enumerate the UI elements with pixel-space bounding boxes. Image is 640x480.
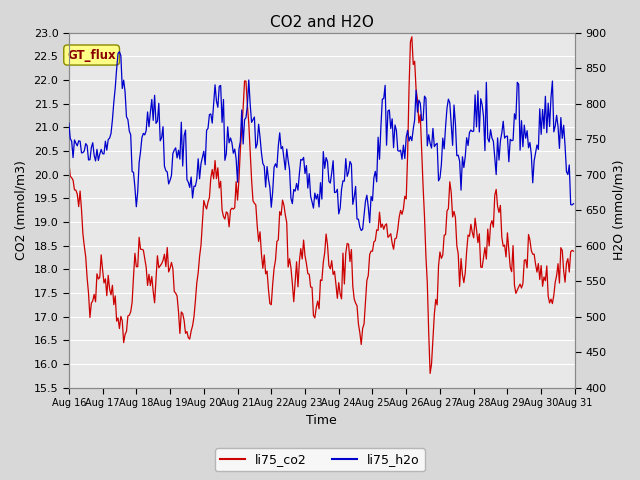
Legend: li75_co2, li75_h2o: li75_co2, li75_h2o xyxy=(215,448,425,471)
X-axis label: Time: Time xyxy=(307,414,337,427)
Y-axis label: H2O (mmol/m3): H2O (mmol/m3) xyxy=(612,160,625,260)
Y-axis label: CO2 (mmol/m3): CO2 (mmol/m3) xyxy=(15,160,28,260)
Text: GT_flux: GT_flux xyxy=(67,48,116,61)
Title: CO2 and H2O: CO2 and H2O xyxy=(270,15,374,30)
